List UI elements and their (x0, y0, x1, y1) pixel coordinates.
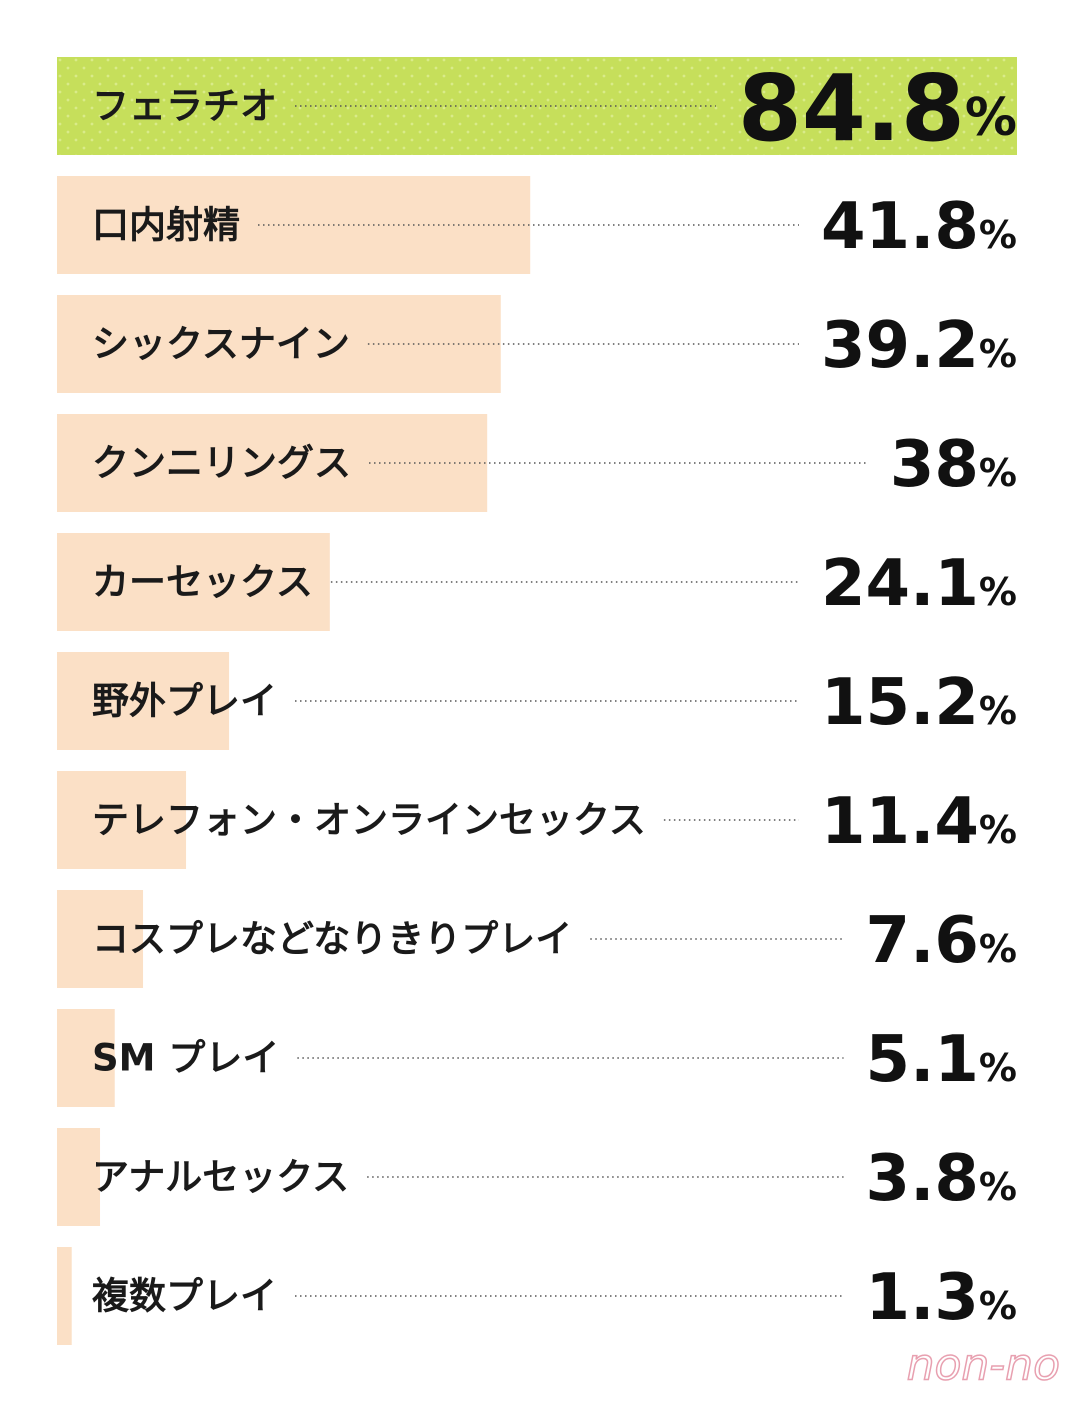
category-label: 口内射精 (92, 204, 240, 247)
category-label: 複数プレイ (92, 1275, 277, 1318)
category-label: クンニリングス (92, 442, 351, 485)
bar (57, 1128, 101, 1226)
value-label: 3.8% (866, 1142, 1017, 1216)
bar (57, 1009, 115, 1107)
value-label: 39.2% (821, 309, 1017, 383)
value-label: 7.6% (866, 904, 1017, 978)
value-label: 24.1% (821, 547, 1017, 621)
bar (57, 652, 230, 750)
value-label: 1.3% (866, 1261, 1017, 1335)
category-label: カーセックス (92, 561, 313, 604)
category-label: アナルセックス (92, 1156, 349, 1199)
bar (57, 890, 144, 988)
value-label: 15.2% (821, 666, 1017, 740)
value-label: 5.1% (866, 1023, 1017, 1097)
category-label: シックスナイン (92, 323, 350, 366)
bar (57, 295, 501, 393)
value-label: 38% (890, 428, 1017, 502)
bar-texture (57, 57, 1017, 155)
category-label: テレフォン・オンラインセックス (92, 799, 646, 842)
bar (57, 771, 187, 869)
category-label: 野外プレイ (92, 680, 277, 723)
value-label: 84.8% (738, 55, 1017, 162)
category-label: フェラチオ (92, 85, 277, 128)
category-label: SM プレイ (92, 1037, 279, 1080)
watermark: non-no (907, 1340, 1060, 1391)
category-label: コスプレなどなりきりプレイ (92, 918, 572, 961)
bar (57, 533, 330, 631)
value-label: 41.8% (821, 190, 1017, 264)
value-label: 11.4% (821, 785, 1017, 859)
bar (57, 1247, 72, 1345)
